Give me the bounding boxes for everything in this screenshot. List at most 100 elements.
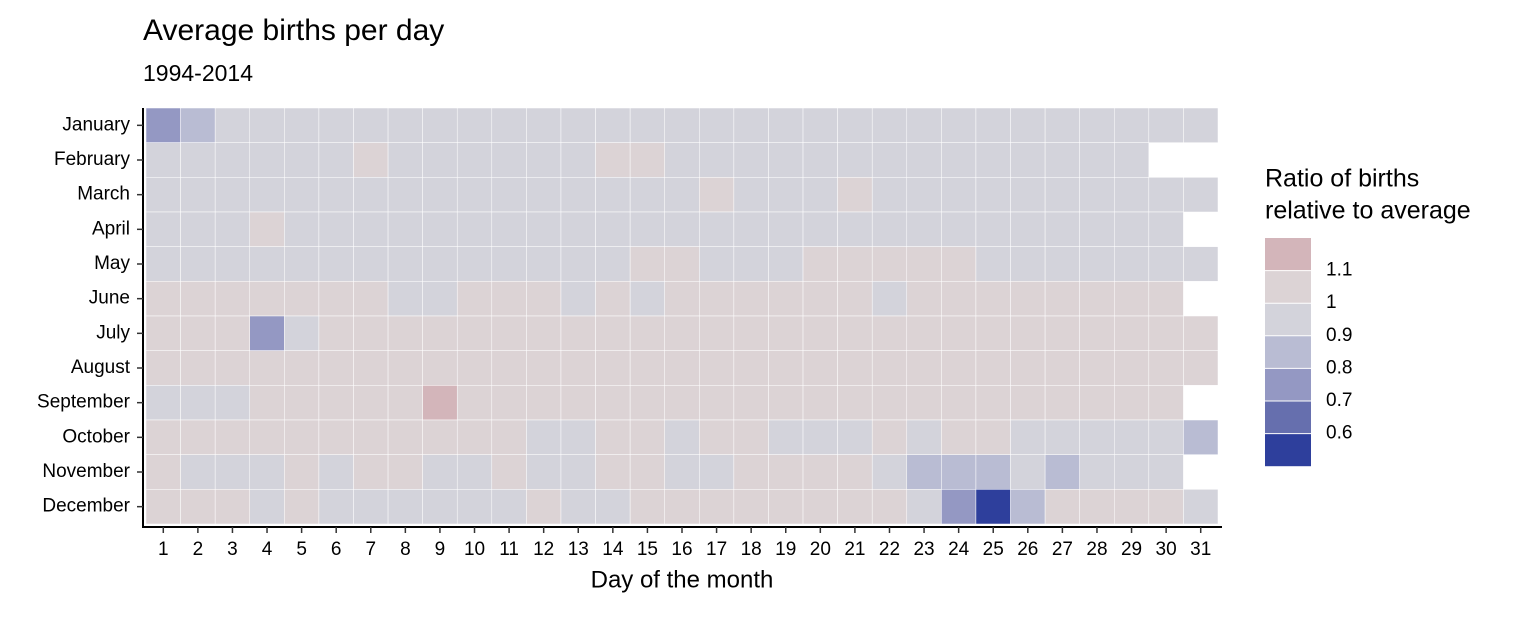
heatmap-cell <box>318 489 354 525</box>
heatmap-cell <box>1148 454 1184 490</box>
heatmap-cell <box>1183 419 1219 455</box>
heatmap-cell <box>249 142 285 178</box>
y-tick-label: May <box>94 253 130 274</box>
heatmap-cell <box>526 315 562 351</box>
heatmap-cell <box>906 142 942 178</box>
heatmap-cell <box>180 107 216 143</box>
heatmap-cell <box>456 177 493 213</box>
heatmap-cell <box>145 350 181 386</box>
heatmap-cell <box>526 419 562 455</box>
x-tick-label: 5 <box>296 539 307 560</box>
heatmap-cell <box>353 177 389 213</box>
heatmap-cell <box>526 246 562 282</box>
heatmap-cell <box>284 177 320 213</box>
legend-label: 0.9 <box>1326 325 1352 346</box>
heatmap-cell <box>768 350 804 386</box>
heatmap-cell <box>664 177 700 213</box>
heatmap-cell <box>768 385 804 421</box>
heatmap-cell <box>975 489 1011 525</box>
heatmap-cell <box>837 454 873 490</box>
heatmap-cell <box>284 454 320 490</box>
heatmap-cell <box>906 281 942 317</box>
heatmap-cell <box>491 315 527 351</box>
heatmap-cell <box>664 315 700 351</box>
heatmap-cell <box>560 107 596 143</box>
heatmap-cell <box>629 177 665 213</box>
heatmap-cell <box>1079 419 1115 455</box>
heatmap-cell <box>941 385 977 421</box>
heatmap-cell <box>906 419 942 455</box>
heatmap-cell <box>975 385 1011 421</box>
heatmap-cell <box>941 107 977 143</box>
legend-swatch <box>1265 433 1311 467</box>
heatmap-cell <box>318 419 354 455</box>
heatmap-cell <box>387 107 423 143</box>
heatmap-cell <box>318 211 354 247</box>
heatmap-cell <box>906 385 942 421</box>
x-tick-label: 12 <box>533 539 554 560</box>
heatmap-cell <box>664 489 700 525</box>
heatmap-cell <box>1183 246 1219 282</box>
y-tick-label: April <box>92 218 130 239</box>
heatmap-cell <box>145 454 181 490</box>
x-tick-label: 21 <box>844 539 865 560</box>
heatmap-cell <box>1148 419 1184 455</box>
heatmap-cell <box>941 211 977 247</box>
heatmap-cell <box>1044 177 1080 213</box>
heatmap-cell <box>906 454 942 490</box>
heatmap-cell <box>595 419 631 455</box>
heatmap-cell <box>387 350 423 386</box>
heatmap-cell <box>837 350 873 386</box>
heatmap-cell <box>1010 350 1046 386</box>
x-axis-title: Day of the month <box>591 566 774 593</box>
y-tick-label: December <box>42 496 130 517</box>
heatmap-cell <box>629 142 665 178</box>
heatmap-cell <box>1010 246 1046 282</box>
heatmap-cell <box>560 419 596 455</box>
heatmap-cell <box>353 246 389 282</box>
heatmap-cell <box>595 107 631 143</box>
x-tick-label: 17 <box>706 539 727 560</box>
heatmap-cell <box>456 211 493 247</box>
x-tick-label: 2 <box>193 539 204 560</box>
heatmap-cell <box>353 350 389 386</box>
heatmap-cell <box>871 281 908 317</box>
legend-swatch <box>1265 303 1311 336</box>
heatmap-cell <box>768 315 804 351</box>
heatmap-cell <box>1044 489 1080 525</box>
heatmap-cell <box>456 385 493 421</box>
heatmap-cell <box>249 177 285 213</box>
heatmap-cell <box>1079 107 1115 143</box>
heatmap-cell <box>1148 177 1184 213</box>
y-tick-label: January <box>62 114 130 135</box>
heatmap-cell <box>145 142 181 178</box>
heatmap-cell <box>595 177 631 213</box>
heatmap-cell <box>249 454 285 490</box>
heatmap-cell <box>802 315 838 351</box>
heatmap-cell <box>629 350 665 386</box>
heatmap-cell <box>768 107 804 143</box>
heatmap-cell <box>837 419 873 455</box>
heatmap-cell <box>871 419 908 455</box>
heatmap-cell <box>491 419 527 455</box>
heatmap-cell <box>768 281 804 317</box>
heatmap-cell <box>1183 489 1219 525</box>
heatmap-cell <box>284 142 320 178</box>
heatmap-cell <box>699 281 735 317</box>
heatmap-cell <box>214 142 250 178</box>
heatmap-cell <box>318 177 354 213</box>
heatmap-cell <box>1114 246 1150 282</box>
heatmap-cell <box>906 489 942 525</box>
heatmap-cell <box>526 211 562 247</box>
heatmap-cell <box>284 211 320 247</box>
heatmap-cell <box>1114 211 1150 247</box>
heatmap-cell <box>871 246 908 282</box>
heatmap-cell <box>180 419 216 455</box>
legend-swatch <box>1265 238 1311 271</box>
heatmap-cell <box>1044 454 1080 490</box>
heatmap-cell <box>1114 489 1150 525</box>
x-tick-label: 27 <box>1052 539 1073 560</box>
heatmap-cell <box>180 142 216 178</box>
heatmap-cell <box>1010 211 1046 247</box>
heatmap-cell <box>802 350 838 386</box>
